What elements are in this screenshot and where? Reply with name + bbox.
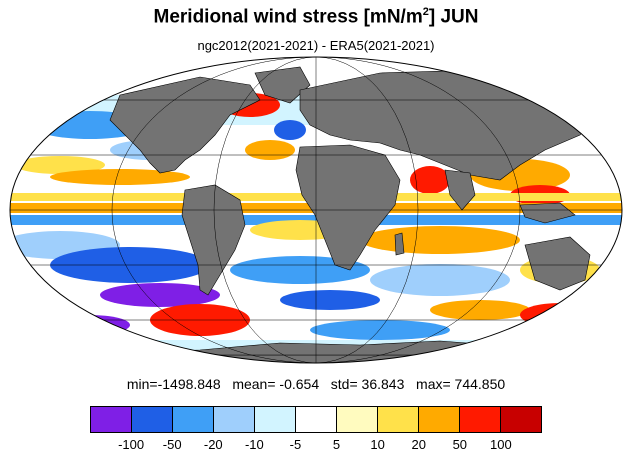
colorbar-tick-label: -100 — [118, 437, 145, 452]
land-indonesia — [519, 202, 576, 224]
stat-std: 36.843 — [361, 376, 405, 392]
colorbar-tick-label: -20 — [203, 437, 223, 452]
stats-line: min=-1498.848 mean= -0.654 std= 36.843 m… — [126, 376, 506, 392]
colorbar-tick-label: 10 — [370, 437, 385, 452]
colorbar-swatch-0 — [91, 407, 132, 432]
colorbar-swatch-7 — [378, 407, 419, 432]
stat-mean: -0.654 — [279, 376, 320, 392]
colorbar-swatch-5 — [296, 407, 337, 432]
colorbar-ticks: -100 -50 -20 -10 -5 5 10 20 50 100 — [90, 437, 542, 455]
colorbar-tick-label: -10 — [244, 437, 264, 452]
colorbar-tick-label: 5 — [332, 437, 341, 452]
colorbar-swatch-2 — [173, 407, 214, 432]
colorbar-swatch-4 — [255, 407, 296, 432]
colorbar — [90, 406, 542, 433]
land-north-america — [109, 76, 261, 174]
world-map — [9, 56, 623, 364]
colorbar-tick-label: 50 — [452, 437, 468, 452]
land-india — [444, 169, 476, 211]
land-south-america — [181, 184, 246, 296]
colorbar-swatch-6 — [337, 407, 378, 432]
colorbar-swatch-3 — [214, 407, 255, 432]
colorbar-tick-label: 20 — [411, 437, 426, 452]
colorbar-tick-label: -50 — [162, 437, 182, 452]
land-africa — [295, 144, 401, 271]
colorbar-swatch-9 — [460, 407, 501, 432]
figure-subtitle: ngc2012(2021-2021) - ERA5(2021-2021) — [197, 38, 435, 53]
globe-outline — [9, 56, 623, 364]
figure-title: Meridional wind stress [mN/m2] JUN — [153, 6, 479, 28]
land-australia — [524, 236, 591, 291]
colorbar-swatch-1 — [132, 407, 173, 432]
colorbar-tick-label: -5 — [289, 437, 302, 452]
stat-min: -1498.848 — [157, 376, 221, 392]
colorbar-swatch-8 — [419, 407, 460, 432]
land-madagascar — [394, 232, 405, 256]
graticule — [10, 57, 622, 363]
colorbar-tick-label: 100 — [490, 437, 512, 452]
map-body — [10, 57, 622, 363]
stat-max: 744.850 — [454, 376, 506, 392]
colorbar-swatch-10 — [501, 407, 541, 432]
